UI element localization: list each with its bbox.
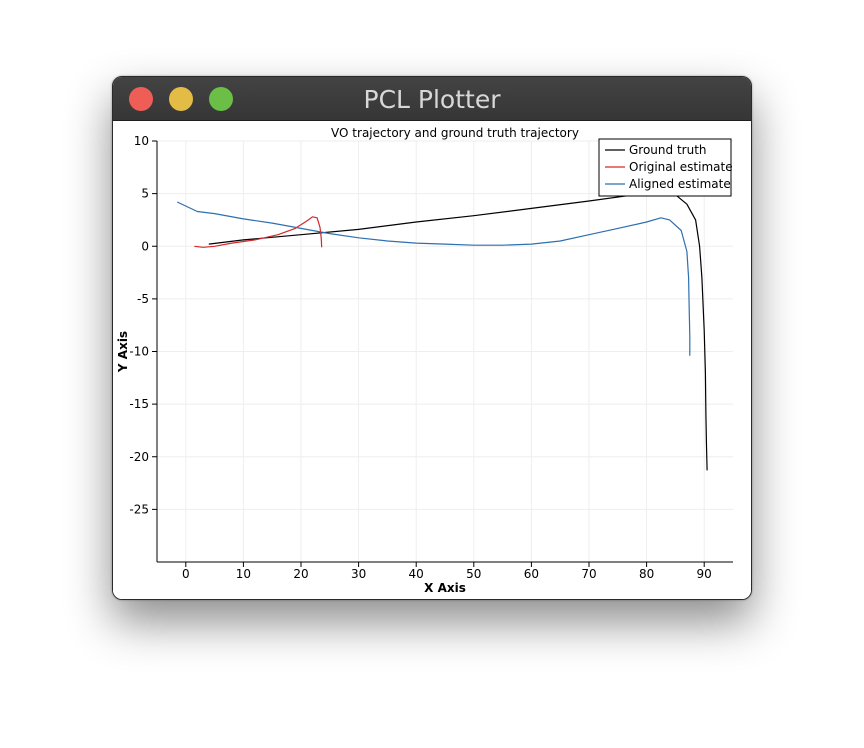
x-tick-label: 0 xyxy=(182,567,190,581)
chart-title: VO trajectory and ground truth trajector… xyxy=(331,126,579,140)
y-tick-label: 0 xyxy=(141,239,149,253)
x-tick-label: 60 xyxy=(524,567,539,581)
y-tick-label: 5 xyxy=(141,187,149,201)
x-tick-label: 30 xyxy=(351,567,366,581)
maximize-button[interactable] xyxy=(209,87,233,111)
y-tick-label: -20 xyxy=(129,450,149,464)
series-line-aligned-estimate xyxy=(176,201,691,356)
y-tick-label: -25 xyxy=(129,502,149,516)
minimize-button[interactable] xyxy=(169,87,193,111)
x-tick-label: 10 xyxy=(236,567,251,581)
y-axis-label: Y Axis xyxy=(116,331,130,373)
y-tick-label: -5 xyxy=(137,292,149,306)
x-axis-label: X Axis xyxy=(424,581,466,595)
x-tick-label: 80 xyxy=(639,567,654,581)
x-tick-label: 40 xyxy=(409,567,424,581)
series-line-ground-truth xyxy=(208,190,708,471)
x-tick-label: 50 xyxy=(466,567,481,581)
legend-label: Original estimate xyxy=(629,160,733,174)
y-tick-label: 10 xyxy=(134,134,149,148)
title-bar[interactable]: PCL Plotter xyxy=(113,77,751,121)
x-tick-label: 90 xyxy=(697,567,712,581)
legend-label: Aligned estimate xyxy=(629,177,731,191)
trajectory-chart: 0 10 20 30 40 50 60 70 80 901050-5-10-15-20-25VO … xyxy=(116,126,733,595)
legend-label: Ground truth xyxy=(629,143,707,157)
x-tick-label: 70 xyxy=(581,567,596,581)
plotter-window: PCL Plotter 0 10 20 30 40 50 60 70 80 90 10 5 0 -5 -10… xyxy=(112,76,752,600)
window-title: PCL Plotter xyxy=(363,85,501,114)
plot-area: 0 10 20 30 40 50 60 70 80 90 10 5 0 -5 -10 -15 -20 -25 VO … xyxy=(113,121,751,599)
series-line-original-estimate xyxy=(194,216,323,248)
x-tick-label: 20 xyxy=(293,567,308,581)
y-tick-label: -10 xyxy=(129,345,149,359)
close-button[interactable] xyxy=(129,87,153,111)
y-tick-label: -15 xyxy=(129,397,149,411)
